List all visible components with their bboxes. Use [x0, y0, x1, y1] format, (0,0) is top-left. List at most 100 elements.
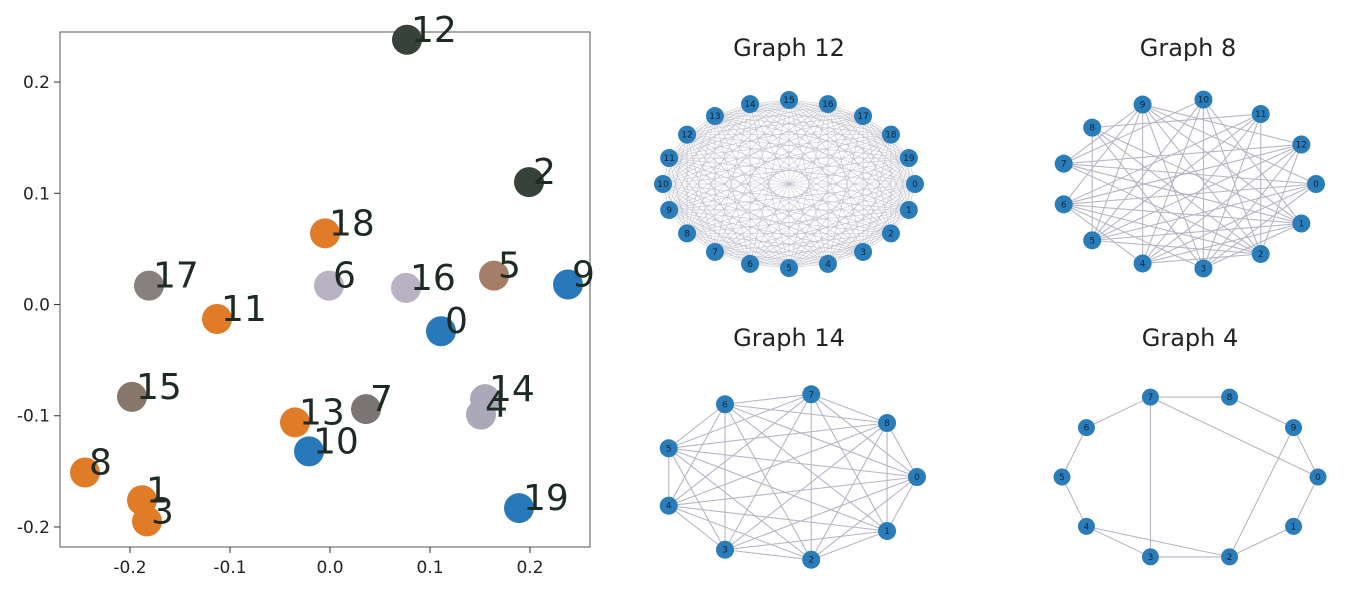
graph-edge	[788, 99, 916, 185]
graph-node-label: 7	[1148, 393, 1154, 403]
graph-node	[1307, 175, 1325, 193]
graph-edge	[1091, 127, 1262, 255]
graph-edge	[687, 115, 864, 135]
graph-edge	[662, 103, 829, 185]
data-point	[202, 303, 232, 334]
graph-edge	[668, 393, 812, 507]
graph-node	[678, 125, 697, 144]
graph-node-label: 10	[657, 180, 669, 190]
graph-node-label: 6	[1084, 424, 1090, 434]
data-point-label: 5	[498, 246, 521, 287]
data-point-label: 15	[136, 367, 182, 408]
graph-node	[881, 224, 900, 243]
data-point-label: 2	[533, 152, 556, 193]
graph-edge	[669, 134, 891, 159]
graph-edge	[1063, 104, 1144, 205]
graph-edge	[1063, 163, 1317, 185]
data-point	[351, 394, 381, 425]
graph-edge	[862, 157, 910, 253]
graph-node-label: 5	[786, 264, 792, 274]
graph-edge	[724, 394, 812, 551]
graph-node-label: 17	[857, 112, 868, 122]
data-point-label: 13	[299, 392, 345, 433]
graph-edge	[724, 393, 812, 405]
graph-node	[854, 242, 873, 261]
graph-node-label: 18	[885, 131, 897, 141]
graph-node-label: 9	[1291, 424, 1297, 434]
graph-node-label: 2	[1258, 250, 1264, 260]
graph-edge	[827, 134, 892, 265]
graph-node	[818, 254, 837, 273]
graph-edge	[669, 209, 829, 265]
graph-node-label: 3	[722, 546, 728, 556]
graph-node	[678, 224, 697, 243]
graph-node-label: 9	[1140, 101, 1146, 111]
graph-node-label: 8	[684, 229, 690, 239]
graph-edge	[668, 115, 716, 211]
graph-edge	[1202, 144, 1302, 269]
data-point-label: 9	[572, 254, 595, 295]
data-point-label: 17	[153, 256, 199, 297]
graph-node	[878, 414, 897, 433]
graph-edge	[788, 99, 829, 264]
data-point	[70, 457, 100, 488]
graph-edge	[686, 134, 716, 253]
graph-node-label: 3	[860, 248, 866, 258]
data-point-label: 1	[146, 470, 169, 511]
graph-edge	[714, 233, 891, 253]
graph-node	[660, 200, 679, 219]
graph-edge	[1142, 222, 1302, 265]
graph-edge	[1202, 99, 1262, 255]
graph-node-label: 9	[666, 206, 672, 216]
graph-node	[1141, 548, 1159, 566]
graph-node	[1133, 254, 1152, 273]
graph-node	[1083, 118, 1102, 137]
graph-edge	[724, 549, 812, 561]
graph-edge	[1150, 396, 1319, 478]
graph-edge	[827, 103, 910, 211]
graph-edges	[662, 99, 916, 269]
graph-edge	[1260, 144, 1302, 255]
graph-edge	[668, 505, 888, 532]
graph-edge	[1142, 104, 1204, 269]
data-point	[553, 269, 583, 300]
graph-node-label: 6	[747, 260, 753, 270]
scatter-plot: -0.2 -0.1 0.0 0.1 0.20.20.10.0-0.1-0.2012345…	[17, 10, 595, 578]
graph-edge	[668, 447, 812, 561]
graph-node-label: 12	[1296, 140, 1307, 150]
graph-edge	[714, 134, 892, 253]
data-point	[280, 407, 310, 438]
y-tick-label: 0.2	[23, 73, 50, 93]
graph-edge	[1142, 183, 1317, 264]
data-point	[426, 316, 456, 347]
graph-edge	[1063, 203, 1143, 264]
graph-node	[1194, 259, 1213, 278]
graph-edge	[750, 103, 864, 117]
graph-edge	[750, 103, 891, 135]
graph-node	[741, 254, 760, 273]
graph-edge	[662, 103, 751, 185]
graph-edge	[669, 157, 892, 234]
graph-edges	[668, 393, 918, 561]
graph-edge	[827, 209, 909, 265]
graph-node-label: 5	[1059, 473, 1065, 483]
graph-edge	[686, 115, 716, 234]
graph-edge	[668, 448, 726, 551]
graph-edge	[686, 134, 864, 253]
data-point-label: 6	[333, 256, 356, 297]
graph-edge	[668, 422, 888, 449]
graph-node-label: 8	[1227, 393, 1233, 403]
graph-node-label: 14	[744, 100, 756, 110]
graph-node	[854, 107, 873, 126]
graph-node	[1054, 195, 1073, 214]
graph-edge	[687, 134, 909, 159]
graph-node	[1194, 90, 1213, 109]
graph-edge	[669, 157, 909, 211]
data-point	[117, 381, 147, 412]
graph-edge	[788, 183, 916, 269]
graph-edge	[686, 115, 864, 234]
graph-node	[878, 521, 897, 540]
graph-node-label: 7	[1061, 160, 1067, 170]
graph-edge	[669, 157, 916, 185]
